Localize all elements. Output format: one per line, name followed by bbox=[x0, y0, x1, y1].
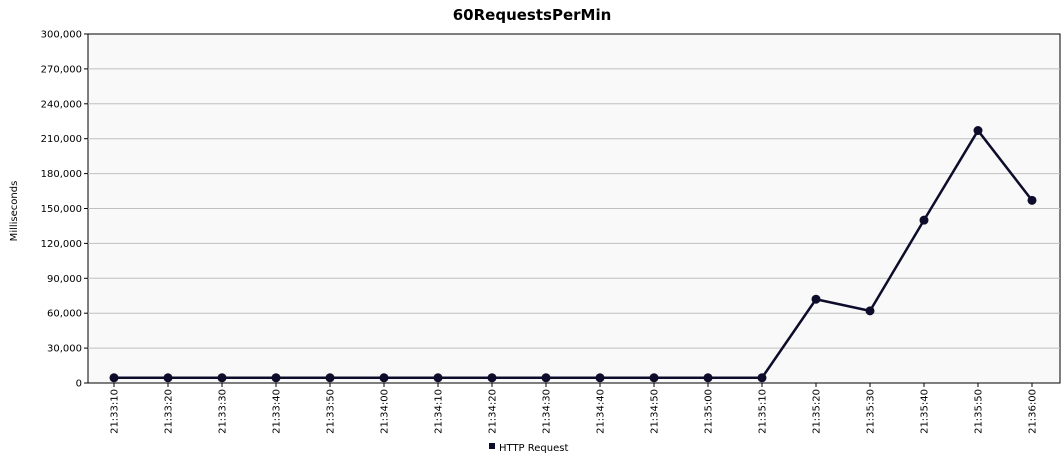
x-tick-label: 21:34:30 bbox=[542, 389, 553, 434]
y-axis-ticks: 0 30,000 60,000 90,000 120,000 150,000 180,000… bbox=[41, 30, 88, 390]
data-point bbox=[811, 294, 821, 304]
x-tick-label: 21:34:40 bbox=[596, 389, 607, 434]
data-point bbox=[271, 373, 281, 383]
y-tick-label: 210,000 bbox=[41, 134, 82, 145]
x-axis-ticks: 21:33:10 21:33:20 21:33:30 21:33:40 21:33:50… bbox=[110, 383, 1039, 434]
x-tick-label: 21:34:10 bbox=[434, 389, 445, 434]
x-tick-label: 21:35:50 bbox=[974, 389, 985, 434]
y-tick-label: 150,000 bbox=[41, 204, 82, 215]
grid-lines bbox=[88, 68, 1060, 349]
y-tick-label: 270,000 bbox=[41, 64, 82, 75]
y-tick-label: 30,000 bbox=[47, 344, 82, 355]
y-tick-label: 60,000 bbox=[47, 309, 82, 320]
legend-swatch bbox=[489, 443, 495, 449]
y-tick-label: 300,000 bbox=[41, 30, 82, 41]
series-layer bbox=[109, 126, 1037, 383]
data-point bbox=[109, 373, 119, 383]
data-point bbox=[325, 373, 335, 383]
x-tick-label: 21:35:40 bbox=[920, 389, 931, 434]
data-point bbox=[487, 373, 497, 383]
x-tick-label: 21:33:10 bbox=[110, 389, 121, 434]
x-tick-label: 21:35:30 bbox=[866, 389, 877, 434]
data-point bbox=[379, 373, 389, 383]
x-tick-label: 21:34:50 bbox=[650, 389, 661, 434]
x-tick-label: 21:36:00 bbox=[1028, 389, 1039, 434]
data-point bbox=[433, 373, 443, 383]
y-tick-label: 90,000 bbox=[47, 274, 82, 285]
data-point bbox=[757, 373, 767, 383]
legend: HTTP Request bbox=[489, 443, 568, 454]
y-tick-label: 180,000 bbox=[41, 169, 82, 180]
x-tick-label: 21:33:30 bbox=[218, 389, 229, 434]
data-point bbox=[541, 373, 551, 383]
series-line bbox=[114, 129, 1033, 380]
x-tick-label: 21:34:00 bbox=[380, 389, 391, 434]
data-point bbox=[703, 373, 713, 383]
data-point bbox=[919, 215, 929, 225]
data-point bbox=[595, 373, 605, 383]
x-tick-label: 21:33:20 bbox=[164, 389, 175, 434]
data-point bbox=[865, 306, 875, 316]
x-tick-label: 21:33:50 bbox=[326, 389, 337, 434]
x-tick-label: 21:35:10 bbox=[758, 389, 769, 434]
x-tick-label: 21:35:20 bbox=[812, 389, 823, 434]
data-point bbox=[163, 373, 173, 383]
data-point bbox=[217, 373, 227, 383]
legend-label: HTTP Request bbox=[499, 443, 568, 454]
x-tick-label: 21:35:00 bbox=[704, 389, 715, 434]
chart-title: 60RequestsPerMin bbox=[453, 6, 612, 24]
y-tick-label: 240,000 bbox=[41, 99, 82, 110]
data-point bbox=[649, 373, 659, 383]
y-tick-label: 0 bbox=[76, 379, 82, 390]
data-point bbox=[1027, 195, 1037, 205]
x-tick-label: 21:34:20 bbox=[488, 389, 499, 434]
x-tick-label: 21:33:40 bbox=[272, 389, 283, 434]
y-axis-label: Milliseconds bbox=[9, 181, 20, 242]
y-tick-label: 120,000 bbox=[41, 239, 82, 250]
data-point bbox=[973, 126, 983, 136]
